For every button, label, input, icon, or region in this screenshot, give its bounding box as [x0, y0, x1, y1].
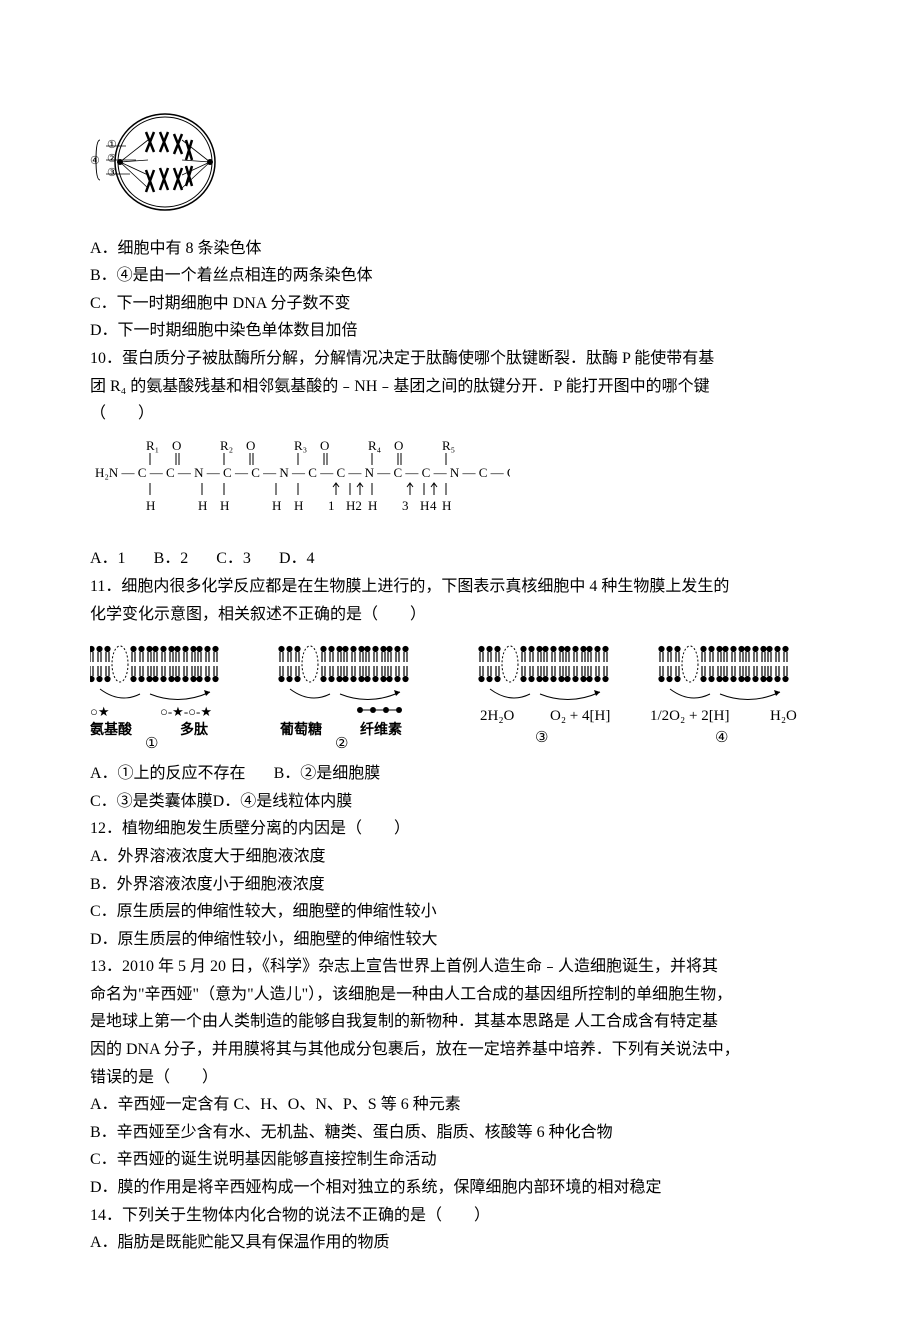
q10-stem-2: 团 R₄ 的氨基酸残基和相邻氨基酸的﹣NH﹣基团之间的肽键分开．P 能打开图中的…	[90, 374, 830, 400]
svg-text:O: O	[172, 438, 181, 453]
svg-text:R₄: R₄	[368, 438, 382, 453]
q10-option-a: A．1	[90, 550, 126, 567]
membrane-reactions-diagram: ○★ ○-★-○-★ 氨基酸 多肽 ① 葡萄糖 纤维素 ② 2H₂O	[90, 639, 830, 749]
diagram-num-2: ②	[335, 736, 348, 749]
q10-option-b: B．2	[154, 550, 189, 567]
q13-option-b: B．辛西娅至少含有水、无机盐、糖类、蛋白质、脂质、核酸等 6 种化合物	[90, 1120, 830, 1146]
svg-text:H₂N — C — C — N — C — C — N —: H₂N — C — C — N — C — C — N — C — C — N …	[95, 465, 510, 480]
q13-stem-4: 因的 DNA 分子，并用膜将其与其他成分包裹后，放在一定培养基中培养．下列有关说…	[90, 1037, 830, 1063]
diagram-label-glucose: 葡萄糖	[279, 721, 322, 738]
svg-text:H: H	[146, 498, 155, 513]
svg-text:3: 3	[402, 498, 409, 513]
svg-text:H: H	[198, 498, 207, 513]
q14-stem: 14．下列关于生物体内化合物的说法不正确的是（ ）	[90, 1203, 830, 1229]
diagram-label-amino-acid: 氨基酸	[90, 721, 133, 738]
q10-options: A．1 B．2 C．3 D．4	[90, 546, 830, 572]
q11-stem-2: 化学变化示意图，相关叙述不正确的是（ ）	[90, 602, 830, 628]
q12-option-d: D．原生质层的伸缩性较小，细胞壁的伸缩性较大	[90, 927, 830, 953]
cell-label-2: ②	[107, 153, 117, 165]
svg-text:1: 1	[328, 498, 335, 513]
cell-mitosis-diagram: ① ② ③ ④	[90, 110, 830, 224]
cell-label-3: ③	[107, 167, 117, 179]
svg-text:4: 4	[430, 498, 437, 513]
q9-option-d: D．下一时期细胞中染色单体数目加倍	[90, 318, 830, 344]
diagram-num-4: ④	[715, 730, 728, 746]
diagram-label-polypeptide: 多肽	[180, 721, 209, 738]
diagram-label-2h2o: 2H₂O	[480, 708, 515, 724]
q14-option-a: A．脂肪是既能贮能又具有保温作用的物质	[90, 1230, 830, 1256]
svg-text:O: O	[320, 438, 329, 453]
svg-text:○★: ○★	[90, 704, 110, 719]
diagram-label-cellulose: 纤维素	[360, 721, 402, 738]
q10-option-d: D．4	[279, 550, 315, 567]
diagram-num-1: ①	[145, 736, 158, 749]
q13-stem-2: 命名为"辛西娅"（意为"人造儿"），该细胞是一种由人工合成的基因组所控制的单细胞…	[90, 982, 830, 1008]
svg-text:O: O	[246, 438, 255, 453]
svg-text:H: H	[272, 498, 281, 513]
cell-label-4: ④	[90, 155, 100, 167]
svg-text:H: H	[442, 498, 451, 513]
q11-option-b: B．②是细胞膜	[274, 765, 381, 782]
svg-text:O: O	[394, 438, 403, 453]
q12-option-c: C．原生质层的伸缩性较大，细胞壁的伸缩性较小	[90, 899, 830, 925]
peptide-chain-diagram: R₁ O R₂ O R₃ O R₄ O R₅ H₂N — C — C — N — C —…	[90, 435, 830, 539]
q12-option-b: B．外界溶液浓度小于细胞液浓度	[90, 872, 830, 898]
diagram-label-h2o: H₂O	[770, 708, 797, 724]
q13-stem-3: 是地球上第一个由人类制造的能够自我复制的新物种．其基本思路是 人工合成含有特定基	[90, 1009, 830, 1035]
q9-option-a: A．细胞中有 8 条染色体	[90, 236, 830, 262]
diagram-num-3: ③	[535, 730, 548, 746]
svg-text:H: H	[368, 498, 377, 513]
q11-option-a: A．①上的反应不存在	[90, 765, 246, 782]
svg-text:H: H	[294, 498, 303, 513]
q13-option-a: A．辛西娅一定含有 C、H、O、N、P、S 等 6 种元素	[90, 1092, 830, 1118]
q12-stem: 12．植物细胞发生质壁分离的内因是（ ）	[90, 816, 830, 842]
q13-stem-1: 13．2010 年 5 月 20 日，《科学》杂志上宣告世界上首例人造生命﹣人造…	[90, 954, 830, 980]
svg-text:R₅: R₅	[442, 438, 455, 453]
svg-text:R₃: R₃	[294, 438, 307, 453]
q11-stem-1: 11．细胞内很多化学反应都是在生物膜上进行的，下图表示真核细胞中 4 种生物膜上…	[90, 574, 830, 600]
diagram-label-half-o2: 1/2O₂ + 2[H]	[650, 708, 730, 724]
q11-option-cd: C．③是类囊体膜D．④是线粒体内膜	[90, 789, 830, 815]
svg-text:○-★-○-★: ○-★-○-★	[160, 704, 212, 719]
q13-option-c: C．辛西娅的诞生说明基因能够直接控制生命活动	[90, 1147, 830, 1173]
q10-stem-3: （ ）	[90, 401, 830, 427]
q10-stem-1: 10．蛋白质分子被肽酶所分解，分解情况决定于肽酶使哪个肽键断裂．肽酶 P 能使带…	[90, 346, 830, 372]
svg-text:H: H	[220, 498, 229, 513]
q12-option-a: A．外界溶液浓度大于细胞液浓度	[90, 844, 830, 870]
svg-text:H: H	[420, 498, 429, 513]
diagram-label-o2-4h: O₂ + 4[H]	[550, 708, 610, 724]
q13-stem-5: 错误的是（ ）	[90, 1065, 830, 1091]
q11-options-ab: A．①上的反应不存在 B．②是细胞膜	[90, 761, 830, 787]
q13-option-d: D．膜的作用是将辛西娅构成一个相对独立的系统，保障细胞内部环境的相对稳定	[90, 1175, 830, 1201]
cell-label-1: ①	[107, 139, 117, 151]
svg-text:H2: H2	[346, 498, 362, 513]
q9-option-b: B．④是由一个着丝点相连的两条染色体	[90, 263, 830, 289]
svg-text:R₂: R₂	[220, 438, 233, 453]
q9-option-c: C．下一时期细胞中 DNA 分子数不变	[90, 291, 830, 317]
q10-option-c: C．3	[216, 550, 251, 567]
svg-text:R₁: R₁	[146, 438, 159, 453]
